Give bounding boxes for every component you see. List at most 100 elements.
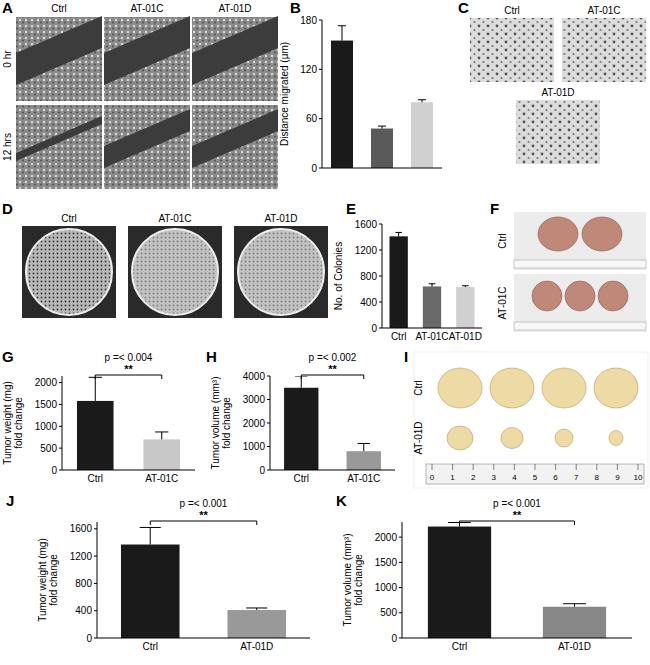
row-label: Ctrl (497, 233, 508, 249)
y-tick-label: 1600 (70, 523, 93, 534)
image-label: AT-01D (264, 213, 297, 224)
background (0, 0, 650, 665)
ruler-label: 10 (634, 473, 643, 482)
x-axis (62, 470, 195, 471)
y-tick (399, 638, 402, 639)
y-axis-label: No. of Colonies (333, 242, 344, 310)
tumor-photo (514, 212, 646, 270)
panel-letter: A (2, 0, 13, 16)
error-cap (338, 25, 346, 26)
ruler-label: 3 (492, 473, 497, 482)
y-tick (399, 562, 402, 563)
marks (390, 232, 475, 328)
tumor (501, 428, 523, 449)
marks (331, 26, 433, 168)
ruler-label: 2 (471, 473, 476, 482)
marks (121, 527, 286, 638)
panel-letter: B (290, 0, 301, 16)
bar-chart: 01000200030004000Tumor volume (mm³)fold … (210, 352, 395, 484)
error-bar (429, 284, 436, 287)
image-label: AT-01C (158, 213, 191, 224)
y-tick (267, 470, 270, 471)
micrograph (192, 105, 278, 189)
y-tick (319, 69, 322, 70)
marks (428, 523, 606, 638)
panel-letter: F (490, 200, 499, 217)
y-axis-label: fold change (221, 397, 232, 449)
y-tick-label: 2000 (375, 532, 398, 543)
y-tick (94, 583, 97, 584)
error-cap (140, 527, 161, 528)
y-tick (94, 638, 97, 639)
image-label: Ctrl (61, 213, 77, 224)
error-bar (155, 432, 168, 439)
y-tick (379, 250, 382, 251)
bar (331, 41, 353, 168)
y-tick (94, 556, 97, 557)
y-tick (267, 399, 270, 400)
bar (227, 610, 286, 638)
micrograph (16, 105, 102, 189)
ruler (426, 464, 644, 484)
x-tick-label: Ctrl (293, 473, 309, 484)
plate (238, 229, 324, 315)
ruler-label: 1 (450, 473, 455, 482)
y-tick-label: 500 (40, 443, 57, 454)
bar (543, 607, 606, 638)
wound-gap (16, 16, 102, 85)
panel-letter: K (336, 492, 347, 509)
x-tick-label: AT-01C (347, 473, 380, 484)
y-tick (94, 610, 97, 611)
image-label: Ctrl (504, 5, 520, 16)
tumor (438, 368, 482, 408)
column-label: AT-01C (130, 3, 163, 14)
error-cap (155, 431, 168, 432)
micrograph (516, 100, 600, 164)
y-tick-label: 4000 (243, 371, 266, 382)
y-tick (59, 426, 62, 427)
bar (411, 102, 433, 168)
panel-letter: H (206, 348, 217, 365)
panel-letter: C (458, 0, 469, 16)
y-tick (59, 470, 62, 471)
ruler-tick (493, 464, 494, 470)
ruler-tick (452, 464, 453, 470)
bar (456, 287, 474, 328)
y-axis-label: fold change (353, 554, 364, 606)
y-tick-label: 500 (380, 607, 397, 618)
error-cap (358, 443, 370, 444)
bar (143, 439, 180, 470)
tumor (538, 217, 578, 251)
x-axis (270, 470, 395, 471)
error-bar (462, 286, 469, 287)
image-label: AT-01D (541, 87, 574, 98)
y-axis-label: fold change (13, 397, 24, 449)
x-axis (322, 168, 442, 169)
x-axis (382, 328, 482, 329)
p-value: p =< 0.002 (309, 352, 357, 363)
wound-gap (104, 16, 190, 85)
y-tick-label: 1200 (70, 551, 93, 562)
significance-bracket (460, 521, 575, 525)
row-label: 12 hrs (2, 133, 13, 161)
wound-gap (104, 109, 190, 168)
ruler-label: 4 (512, 473, 517, 482)
error-bar (418, 100, 426, 102)
tumor (542, 368, 586, 408)
bar-chart: 040080012001600Tumor weight (mg)fold cha… (37, 498, 310, 652)
panel-letter: D (2, 200, 13, 217)
y-tick-label: 1000 (375, 582, 398, 593)
panel-letter: J (6, 492, 14, 509)
x-tick-label: Ctrl (391, 331, 407, 342)
x-axis (97, 638, 310, 639)
column-label: Ctrl (51, 3, 67, 14)
y-tick (319, 118, 322, 119)
y-tick-label: 2000 (243, 418, 266, 429)
bar (423, 286, 441, 328)
plate-photo (128, 226, 222, 318)
y-tick (267, 423, 270, 424)
ruler-tick (535, 464, 536, 470)
y-tick (399, 612, 402, 613)
y-axis-label: Tumor volume (mm³) (342, 534, 353, 627)
y-tick (379, 224, 382, 225)
